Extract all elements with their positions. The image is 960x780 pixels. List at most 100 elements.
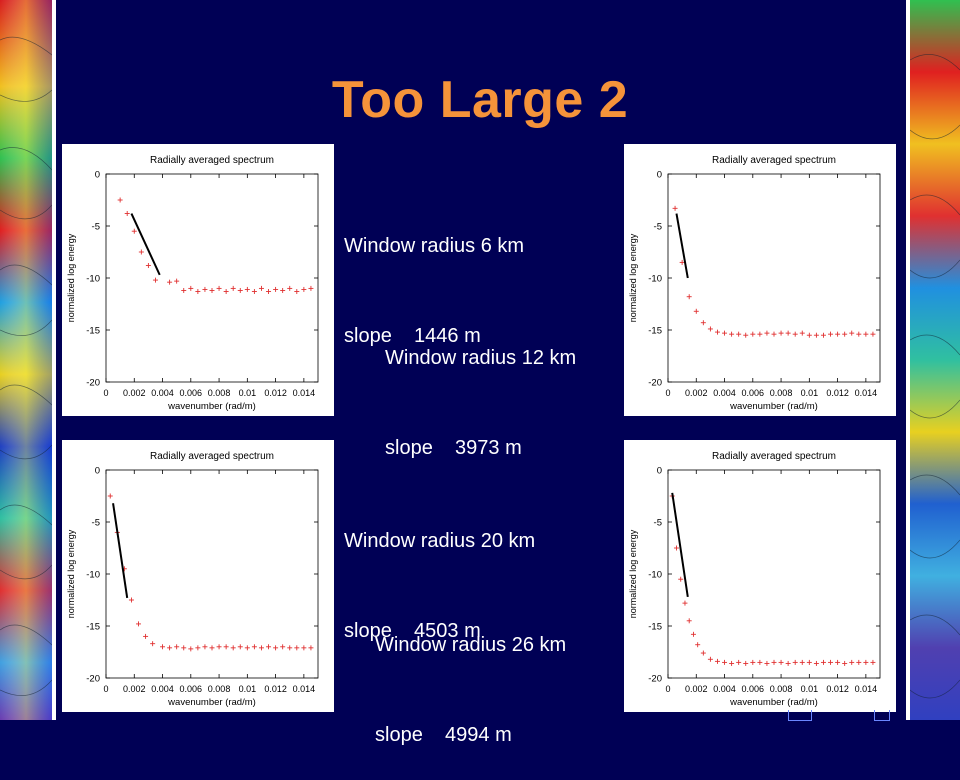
x-tick-label: 0.012 [826,684,849,694]
y-tick-label: -15 [648,326,662,337]
plot-frame [667,469,881,679]
data-point [690,631,696,637]
x-tick-label: 0.008 [208,684,231,694]
caption-3-slope: slope 4503 m [344,620,481,642]
x-tick-label: 0 [665,684,670,694]
data-point [799,659,805,665]
data-point [799,330,805,336]
caption-2: Window radius 12 km slope 3973 m [385,283,576,493]
data-point [188,646,194,652]
data-point [273,286,279,292]
data-point [757,659,763,665]
data-point [842,660,848,666]
data-point [856,659,862,665]
y-tick-label: -10 [86,274,100,285]
x-tick-label: 0.01 [801,388,819,398]
data-point [174,644,180,650]
caption-1-radius: Window radius 6 km [344,235,525,257]
x-axis-label: wavenumber (rad/m) [729,697,818,708]
data-point [700,650,706,656]
x-tick-label: 0.002 [123,684,146,694]
data-point [771,331,777,337]
data-point [181,287,187,293]
y-tick-label: -15 [86,622,100,633]
data-point [820,332,826,338]
right-map-image [910,0,960,720]
data-point [813,660,819,666]
data-point [707,656,713,662]
data-point [152,277,158,283]
caption-2-slope: slope 3973 m [385,437,522,459]
data-point [849,659,855,665]
caption-2-radius: Window radius 12 km [385,347,577,369]
data-point [729,660,735,666]
x-tick-label: 0.014 [293,388,316,398]
data-point [280,644,286,650]
data-point [209,287,215,293]
data-point [870,331,876,337]
data-point [273,645,279,651]
data-point [693,308,699,314]
fit-line [112,503,129,599]
data-point [792,331,798,337]
data-point [237,287,243,293]
data-point [195,645,201,651]
data-point [308,645,314,651]
nav-back-icon[interactable] [788,710,812,721]
x-tick-label: 0.012 [826,388,849,398]
data-point [729,331,735,337]
x-tick-label: 0.01 [239,388,257,398]
data-point [167,279,173,285]
left-map-image [0,0,52,720]
x-tick-label: 0.004 [713,684,736,694]
data-point [743,660,749,666]
data-point [672,205,678,211]
data-point [863,331,869,337]
data-point [258,645,264,651]
data-point [287,285,293,291]
data-point [230,645,236,651]
data-point [216,285,222,291]
data-point [785,330,791,336]
caption-3-radius: Window radius 20 km [344,530,536,552]
x-tick-label: 0.012 [264,388,287,398]
left-decorative-map-strip [0,0,52,720]
y-tick-label: -20 [86,674,100,685]
data-point [785,660,791,666]
chart-title: Radially averaged spectrum [150,155,274,166]
y-axis-label: normalized log energy [628,233,638,322]
x-tick-label: 0 [103,388,108,398]
data-point [835,659,841,665]
data-point [686,294,692,300]
data-point [863,659,869,665]
data-point [714,658,720,664]
x-tick-label: 0.006 [742,388,765,398]
data-point [722,330,728,336]
x-tick-label: 0.008 [208,388,231,398]
y-tick-label: -15 [86,326,100,337]
caption-4: Window radius 26 km slope 4994 m [375,570,566,780]
fit-line [675,213,689,279]
nav-forward-icon[interactable] [874,710,890,721]
left-divider [52,0,56,720]
y-tick-label: -20 [648,378,662,389]
data-point [682,600,688,606]
data-point [757,331,763,337]
data-point [266,644,272,650]
data-point [287,645,293,651]
data-point [258,285,264,291]
data-point [117,197,123,203]
x-tick-label: 0 [103,684,108,694]
x-axis-label: wavenumber (rad/m) [729,401,818,412]
x-tick-label: 0.006 [742,684,765,694]
caption-4-slope: slope 4994 m [375,724,512,746]
data-point [181,645,187,651]
x-tick-label: 0.008 [770,388,793,398]
data-point [195,289,201,295]
data-point [764,330,770,336]
data-point [806,659,812,665]
chart-panel-4: Radially averaged spectrum 0 -5 -10 -15 -20 0 0… [624,440,896,712]
